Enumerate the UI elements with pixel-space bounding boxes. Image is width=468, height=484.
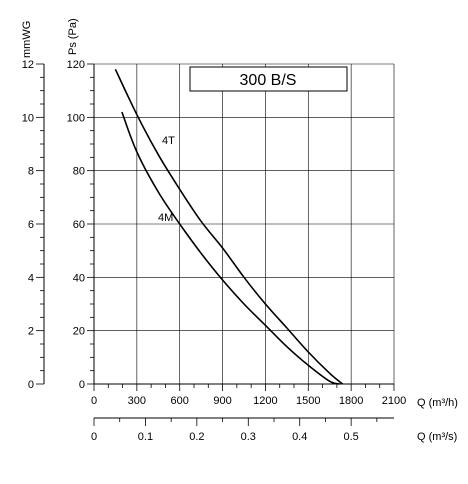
y2-tick-label: 12 [22, 59, 34, 71]
x2-tick-label: 0.4 [292, 431, 307, 443]
y-tick-label: 20 [73, 326, 85, 338]
x-tick-label: 900 [213, 395, 231, 407]
y-tick-label: 80 [73, 166, 85, 178]
xlabel2: Q (m³/s) [417, 431, 457, 443]
y2-tick-label: 2 [28, 326, 34, 338]
y-tick-label: 40 [73, 272, 85, 284]
ylabel2: mmWG [21, 21, 33, 58]
x2-tick-label: 0.5 [343, 431, 358, 443]
series-label-4t: 4T [162, 135, 175, 147]
x-tick-label: 300 [128, 395, 146, 407]
grid [94, 63, 395, 384]
ticks [36, 63, 395, 426]
curves [114, 68, 344, 385]
y2-tick-label: 6 [28, 219, 34, 231]
x-tick-label: 1800 [339, 395, 363, 407]
title-box [189, 66, 348, 92]
x2-tick-label: 0.3 [241, 431, 256, 443]
x2-tick-label: 0.1 [138, 431, 153, 443]
x2-tick-label: 0.2 [189, 431, 204, 443]
y-tick-label: 60 [73, 219, 85, 231]
x2-tick-label: 0 [91, 431, 97, 443]
series-line-4t [114, 68, 344, 385]
y-tick-label: 120 [67, 59, 85, 71]
x-tick-label: 1500 [296, 395, 320, 407]
y2-tick-label: 0 [28, 379, 34, 391]
ylabel: Ps (Pa) [67, 18, 79, 55]
chart-title: 300 B/S [240, 72, 297, 89]
y2-tick-label: 10 [22, 112, 34, 124]
y2-tick-label: 8 [28, 166, 34, 178]
y-tick-label: 0 [79, 379, 85, 391]
series-line-4m [121, 111, 340, 385]
x-tick-label: 1200 [253, 395, 277, 407]
xlabel: Q (m³/h) [417, 397, 458, 409]
series-label-4m: 4M [158, 212, 173, 224]
x-tick-label: 0 [91, 395, 97, 407]
y2-tick-label: 4 [28, 272, 34, 284]
y-tick-label: 100 [67, 112, 85, 124]
x-tick-label: 600 [171, 395, 189, 407]
x-tick-label: 2100 [382, 395, 406, 407]
